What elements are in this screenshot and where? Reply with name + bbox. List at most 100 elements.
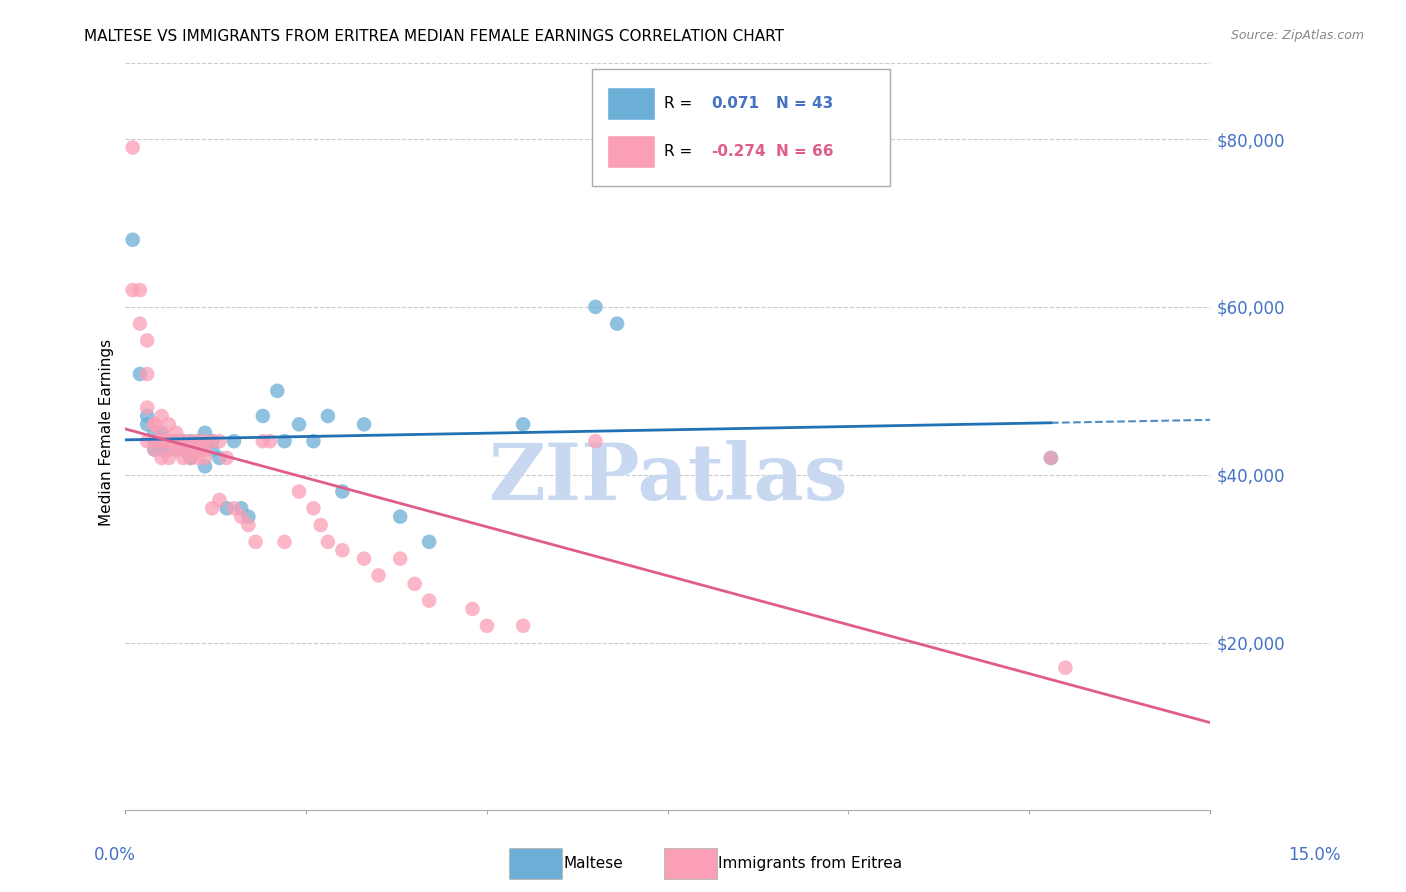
- Point: [194, 450, 217, 465]
- Point: [201, 434, 224, 449]
- Point: [252, 434, 274, 449]
- Point: [157, 434, 180, 449]
- Point: [129, 317, 152, 331]
- Point: [157, 442, 180, 457]
- Point: [180, 434, 202, 449]
- Point: [150, 434, 173, 449]
- Point: [389, 509, 412, 524]
- Point: [367, 568, 389, 582]
- Point: [129, 367, 152, 381]
- Point: [150, 450, 173, 465]
- Text: MALTESE VS IMMIGRANTS FROM ERITREA MEDIAN FEMALE EARNINGS CORRELATION CHART: MALTESE VS IMMIGRANTS FROM ERITREA MEDIA…: [84, 29, 785, 44]
- Point: [187, 434, 209, 449]
- Text: 0.0%: 0.0%: [94, 846, 136, 863]
- Point: [165, 442, 187, 457]
- FancyBboxPatch shape: [607, 135, 655, 168]
- Point: [150, 425, 173, 440]
- Point: [136, 401, 159, 415]
- Point: [302, 434, 325, 449]
- Point: [150, 425, 173, 440]
- Point: [238, 509, 260, 524]
- Point: [165, 434, 187, 449]
- Point: [332, 484, 354, 499]
- Point: [201, 442, 224, 457]
- Point: [583, 434, 606, 449]
- Point: [194, 434, 217, 449]
- Point: [121, 283, 143, 297]
- Point: [309, 518, 332, 533]
- Point: [302, 501, 325, 516]
- Point: [136, 367, 159, 381]
- Point: [180, 450, 202, 465]
- Point: [222, 434, 245, 449]
- Point: [231, 509, 253, 524]
- FancyBboxPatch shape: [607, 87, 655, 120]
- Point: [143, 442, 166, 457]
- Text: N = 66: N = 66: [776, 144, 834, 159]
- Point: [215, 450, 238, 465]
- Point: [208, 492, 231, 507]
- Point: [150, 434, 173, 449]
- Point: [1039, 450, 1062, 465]
- Point: [404, 577, 426, 591]
- Point: [475, 619, 498, 633]
- Text: R =: R =: [665, 144, 693, 159]
- Point: [583, 300, 606, 314]
- Point: [187, 434, 209, 449]
- Text: 0.071: 0.071: [711, 95, 759, 111]
- Point: [245, 534, 267, 549]
- Point: [187, 442, 209, 457]
- Point: [273, 434, 295, 449]
- Point: [222, 501, 245, 516]
- Point: [201, 501, 224, 516]
- Text: Source: ZipAtlas.com: Source: ZipAtlas.com: [1230, 29, 1364, 42]
- Point: [316, 409, 339, 423]
- Point: [143, 417, 166, 432]
- Point: [389, 551, 412, 566]
- Text: 15.0%: 15.0%: [1288, 846, 1341, 863]
- Text: R =: R =: [665, 95, 693, 111]
- Point: [136, 334, 159, 348]
- Point: [121, 233, 143, 247]
- Point: [208, 434, 231, 449]
- Point: [157, 434, 180, 449]
- Point: [143, 425, 166, 440]
- Point: [201, 434, 224, 449]
- Point: [316, 534, 339, 549]
- Point: [143, 417, 166, 432]
- Point: [143, 434, 166, 449]
- Point: [172, 434, 194, 449]
- Point: [136, 417, 159, 432]
- Point: [150, 434, 173, 449]
- Point: [288, 417, 311, 432]
- Point: [172, 442, 194, 457]
- Point: [157, 417, 180, 432]
- Point: [288, 484, 311, 499]
- Point: [512, 417, 534, 432]
- Point: [332, 543, 354, 558]
- Text: Maltese: Maltese: [564, 856, 623, 871]
- Point: [273, 534, 295, 549]
- Point: [157, 450, 180, 465]
- Point: [121, 140, 143, 154]
- Point: [187, 450, 209, 465]
- Point: [136, 409, 159, 423]
- Point: [461, 602, 484, 616]
- Point: [150, 409, 173, 423]
- Point: [143, 434, 166, 449]
- Point: [180, 450, 202, 465]
- Point: [150, 442, 173, 457]
- Point: [606, 317, 628, 331]
- Text: -0.274: -0.274: [711, 144, 766, 159]
- Point: [208, 450, 231, 465]
- Point: [172, 434, 194, 449]
- Point: [157, 442, 180, 457]
- Point: [1054, 661, 1077, 675]
- Point: [252, 409, 274, 423]
- Point: [194, 442, 217, 457]
- Point: [194, 459, 217, 474]
- Point: [165, 425, 187, 440]
- Point: [143, 442, 166, 457]
- Point: [129, 283, 152, 297]
- Point: [165, 434, 187, 449]
